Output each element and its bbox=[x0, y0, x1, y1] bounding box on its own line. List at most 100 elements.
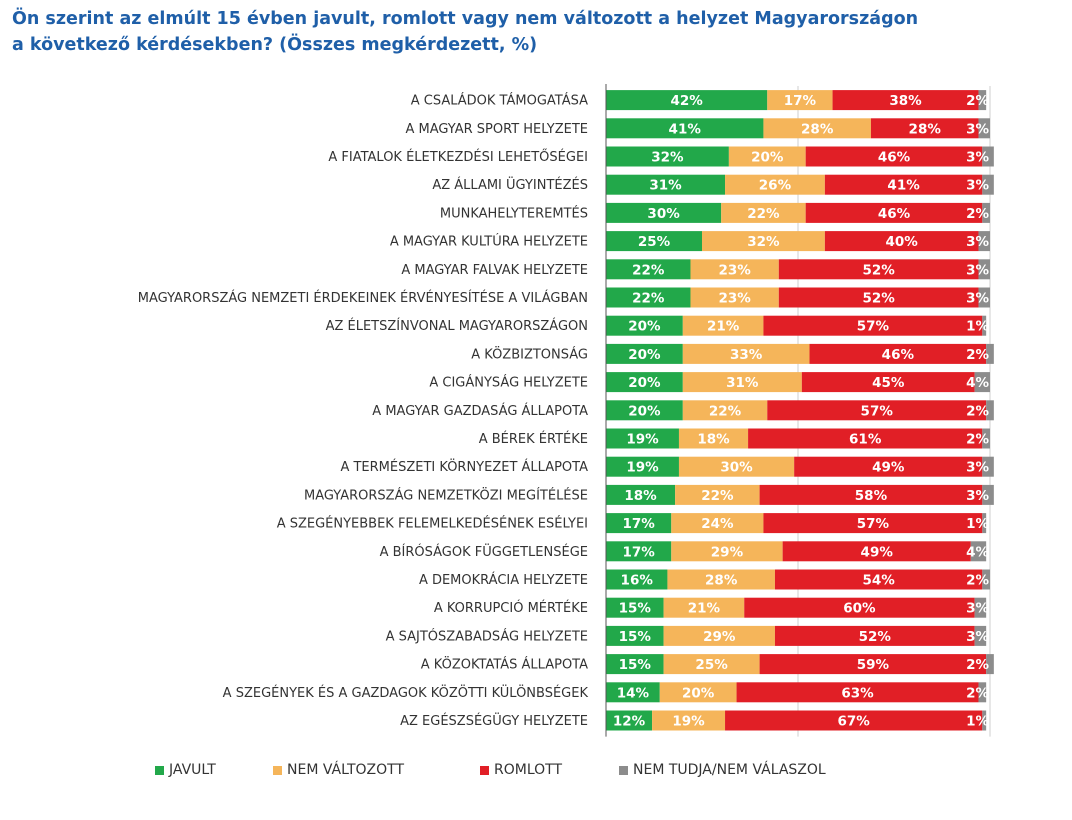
data-label: 2% bbox=[966, 403, 989, 419]
data-label: 2% bbox=[966, 347, 989, 363]
data-label: 2% bbox=[966, 432, 989, 448]
bar-segment-romlott bbox=[759, 484, 983, 505]
data-label: 54% bbox=[862, 573, 895, 589]
data-label: 59% bbox=[857, 657, 890, 673]
bar-segment-nem-v-ltozott bbox=[682, 400, 768, 421]
bar-segment-javult bbox=[606, 287, 691, 308]
data-label: 28% bbox=[705, 573, 738, 589]
data-label: 57% bbox=[857, 516, 890, 532]
data-label: 3% bbox=[966, 291, 989, 307]
bar-segment-romlott bbox=[748, 428, 983, 449]
category-label: A SZEGÉNYEK ÉS A GAZDAGOK KÖZÖTTI KÜLÖNB… bbox=[223, 684, 589, 701]
data-label: 22% bbox=[747, 206, 780, 222]
bar-segment-javult bbox=[606, 456, 679, 477]
bar-segment-nem-tudja-nem-v-laszol bbox=[982, 513, 987, 534]
bar-segment-javult bbox=[606, 90, 768, 111]
bar-segment-nem-v-ltozott bbox=[721, 202, 806, 223]
chart-title-line-1: Ön szerint az elmúlt 15 évben javult, ro… bbox=[12, 9, 919, 29]
bar-segment-nem-v-ltozott bbox=[652, 710, 726, 731]
bar-segment-romlott bbox=[870, 118, 979, 139]
bar-segment-romlott bbox=[778, 259, 979, 280]
bar-segment-nem-v-ltozott bbox=[728, 146, 806, 167]
legend-swatch-javult bbox=[155, 765, 164, 775]
data-label: 42% bbox=[670, 93, 703, 109]
bar-segment-nem-tudja-nem-v-laszol bbox=[982, 315, 987, 336]
legend-item-nem-tudja: NEM TUDJA/NEM VÁLASZOL bbox=[619, 762, 826, 778]
data-label: 3% bbox=[966, 460, 989, 476]
bar-segment-romlott bbox=[801, 372, 975, 393]
bar-segment-javult bbox=[606, 315, 683, 336]
category-label: AZ EGÉSZSÉGÜGY HELYZETE bbox=[400, 712, 588, 729]
category-label: A KÖZBIZTONSÁG bbox=[471, 345, 588, 362]
data-label: 2% bbox=[966, 206, 989, 222]
category-label: A BÉREK ÉRTÉKE bbox=[479, 431, 588, 447]
bar-segment-romlott bbox=[767, 400, 987, 421]
bar-segment-nem-tudja-nem-v-laszol bbox=[978, 287, 990, 308]
data-label: 19% bbox=[626, 460, 659, 476]
bar-segment-nem-tudja-nem-v-laszol bbox=[978, 90, 987, 111]
bar-segment-javult bbox=[606, 513, 672, 534]
chart-title-line-2: a következő kérdésekben? (Összes megkérd… bbox=[12, 35, 538, 55]
data-label: 15% bbox=[619, 629, 652, 645]
data-label: 14% bbox=[617, 685, 650, 701]
bar-segment-nem-tudja-nem-v-laszol bbox=[978, 682, 987, 703]
bar-segment-nem-tudja-nem-v-laszol bbox=[982, 569, 990, 590]
data-label: 22% bbox=[632, 291, 665, 307]
data-label: 3% bbox=[966, 234, 989, 250]
data-label: 26% bbox=[759, 178, 792, 194]
data-label: 2% bbox=[966, 573, 989, 589]
bar-segment-javult bbox=[606, 597, 664, 618]
data-label: 32% bbox=[747, 234, 780, 250]
bar-segment-romlott bbox=[736, 682, 979, 703]
bar-segment-javult bbox=[606, 710, 653, 731]
bar-segment-romlott bbox=[782, 541, 971, 562]
bar-segment-nem-v-ltozott bbox=[690, 259, 779, 280]
bar-segment-javult bbox=[606, 654, 664, 675]
legend-label-romlott: ROMLOTT bbox=[494, 762, 563, 778]
data-label: 38% bbox=[889, 93, 922, 109]
bar-segment-nem-v-ltozott bbox=[678, 456, 795, 477]
data-label: 46% bbox=[878, 206, 911, 222]
bar-segment-nem-v-ltozott bbox=[702, 231, 825, 252]
data-label: 3% bbox=[966, 262, 989, 278]
legend-label-javult: JAVULT bbox=[169, 762, 216, 778]
data-label: 17% bbox=[784, 93, 817, 109]
bar-segment-romlott bbox=[805, 202, 983, 223]
data-label: 3% bbox=[966, 488, 989, 504]
data-label: 20% bbox=[682, 685, 715, 701]
bar-segment-nem-tudja-nem-v-laszol bbox=[986, 654, 994, 675]
data-label: 12% bbox=[613, 714, 646, 730]
data-label: 57% bbox=[857, 319, 890, 335]
data-label: 30% bbox=[647, 206, 680, 222]
data-label: 22% bbox=[632, 262, 665, 278]
bar-segment-nem-tudja-nem-v-laszol bbox=[982, 174, 994, 195]
bar-segment-nem-v-ltozott bbox=[663, 597, 745, 618]
chart-title: Ön szerint az elmúlt 15 évben javult, ro… bbox=[12, 6, 1062, 58]
data-label: 3% bbox=[966, 601, 989, 617]
data-label: 3% bbox=[966, 121, 989, 137]
bar-segment-romlott bbox=[794, 456, 983, 477]
data-label: 29% bbox=[711, 544, 744, 560]
bar-segment-nem-tudja-nem-v-laszol bbox=[986, 343, 994, 364]
data-label: 25% bbox=[638, 234, 671, 250]
data-label: 18% bbox=[697, 432, 730, 448]
legend-item-romlott: ROMLOTT bbox=[480, 762, 562, 778]
category-label: A SAJTÓSZABADSÁG HELYZETE bbox=[386, 628, 588, 644]
bar-segment-nem-tudja-nem-v-laszol bbox=[978, 259, 990, 280]
data-label: 52% bbox=[862, 262, 895, 278]
bar-segment-nem-tudja-nem-v-laszol bbox=[978, 118, 990, 139]
bar-segment-nem-tudja-nem-v-laszol bbox=[982, 484, 994, 505]
bar-segment-romlott bbox=[809, 343, 987, 364]
bar-segment-javult bbox=[606, 541, 672, 562]
category-label: A KORRUPCIÓ MÉRTÉKE bbox=[434, 600, 588, 616]
bar-segment-nem-tudja-nem-v-laszol bbox=[982, 428, 990, 449]
bar-segment-javult bbox=[606, 682, 660, 703]
bar-segment-nem-tudja-nem-v-laszol bbox=[974, 625, 987, 646]
bar-segment-nem-v-ltozott bbox=[663, 654, 760, 675]
data-label: 28% bbox=[801, 121, 834, 137]
data-label: 1% bbox=[966, 714, 989, 730]
category-label: A KÖZOKTATÁS ÁLLAPOTA bbox=[421, 656, 588, 673]
bar-segment-nem-v-ltozott bbox=[667, 569, 775, 590]
bar-segment-nem-tudja-nem-v-laszol bbox=[982, 202, 990, 223]
category-label: A MAGYAR KULTÚRA HELYZETE bbox=[390, 234, 588, 250]
